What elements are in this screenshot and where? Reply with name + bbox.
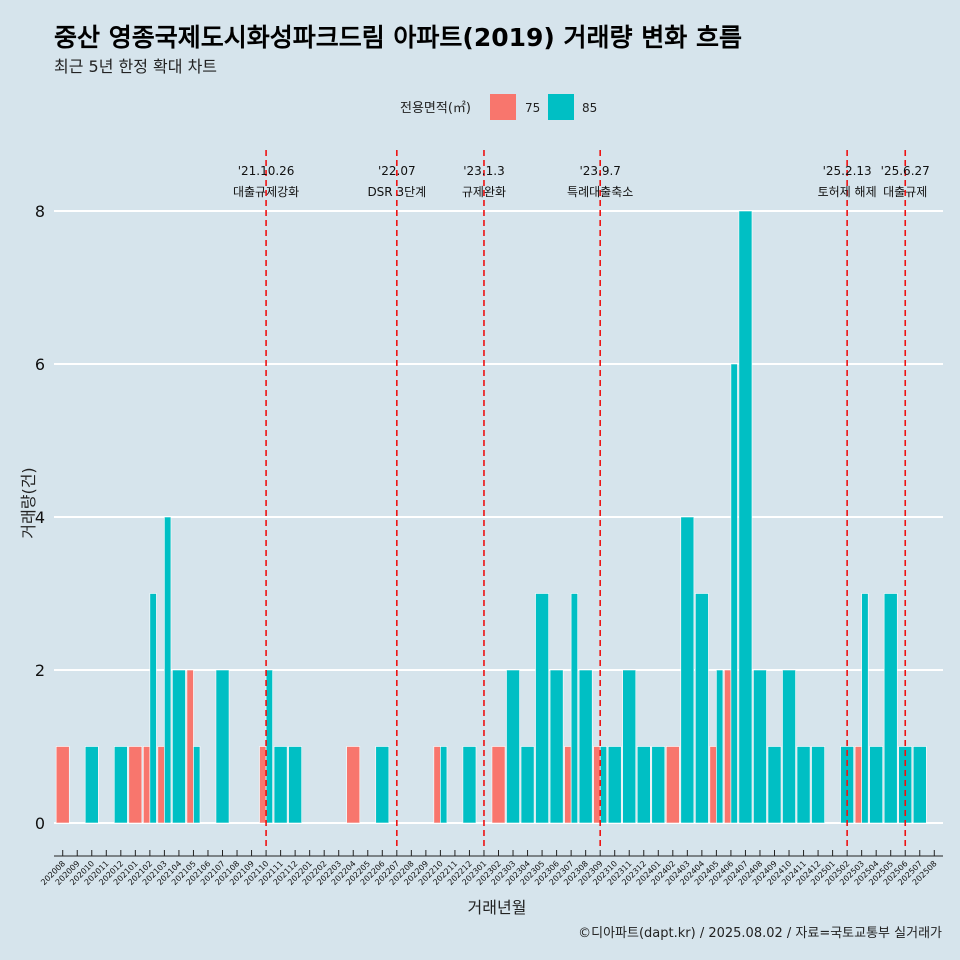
y-axis-label: 거래량(건) — [19, 467, 38, 538]
bar-75 — [157, 746, 165, 824]
bar-85 — [113, 746, 128, 824]
bar-85 — [811, 746, 825, 824]
bar-75 — [346, 746, 361, 824]
y-tick-label: 0 — [35, 814, 45, 833]
event-markers: '21.10.26 대출규제강화 '22.07 DSR 3단계 '23.1.3 규제완화 '… — [233, 150, 930, 850]
legend-label-75: 75 — [525, 101, 540, 115]
legend-title: 전용면적(㎡) — [400, 101, 471, 116]
bar-85 — [375, 746, 390, 824]
event-date: '25.6.27 — [881, 164, 930, 178]
event-label: 대출규제강화 — [233, 185, 299, 199]
event-label: 토허제 해제 — [818, 185, 877, 199]
legend-swatch-85 — [548, 94, 574, 120]
bar-85 — [651, 746, 666, 824]
bar-85 — [636, 746, 651, 824]
y-axis: 0 2 4 6 8 — [35, 202, 45, 833]
bar-85 — [607, 746, 622, 824]
bar-85 — [680, 516, 695, 824]
event-label: 특례대출축소 — [567, 185, 633, 199]
bar-75 — [593, 746, 601, 824]
bar-85 — [695, 593, 709, 824]
bar-75 — [709, 746, 717, 824]
legend-swatch-75 — [490, 94, 516, 120]
bar-75 — [564, 746, 572, 824]
source-caption: ©디아파트(dapt.kr) / 2025.08.02 / 자료=국토교통부 실… — [578, 926, 942, 941]
chart-title: 중산 영종국제도시화성파크드림 아파트(2019) 거래량 변화 흐름 — [54, 23, 742, 52]
bar-85 — [869, 746, 884, 824]
chart-subtitle: 최근 5년 한정 확대 차트 — [54, 57, 218, 76]
bar-75 — [724, 669, 732, 824]
bar-85 — [570, 593, 578, 824]
x-axis: 2020082020092020102020112020122021012021… — [39, 850, 943, 887]
bar-75 — [259, 746, 267, 824]
bar-75 — [186, 669, 194, 824]
bar-75 — [854, 746, 862, 824]
bar-75 — [433, 746, 441, 824]
bar-85 — [622, 669, 637, 824]
x-axis-label: 거래년월 — [468, 898, 527, 917]
bar-85 — [506, 669, 520, 824]
bar-75 — [665, 746, 680, 824]
bar-85 — [164, 516, 172, 824]
bar-85 — [716, 669, 724, 824]
bar-85 — [440, 746, 448, 824]
bar-85 — [84, 746, 99, 824]
bar-85 — [753, 669, 767, 824]
bar-85 — [767, 746, 782, 824]
bar-75 — [143, 746, 151, 824]
event-date: '22.07 — [378, 164, 416, 178]
bar-85 — [883, 593, 898, 824]
y-tick-label: 6 — [35, 355, 45, 374]
bar-85 — [912, 746, 927, 824]
event-label: 규제완화 — [462, 185, 506, 199]
y-tick-label: 2 — [35, 661, 45, 680]
event-label: 대출규제 — [883, 185, 927, 199]
event-date: '23.9.7 — [579, 164, 620, 178]
bar-85 — [193, 746, 201, 824]
bar-85 — [578, 669, 593, 824]
bar-85 — [796, 746, 811, 824]
y-tick-label: 8 — [35, 202, 45, 221]
bar-85 — [215, 669, 230, 824]
event-date: '21.10.26 — [238, 164, 295, 178]
bar-85 — [535, 593, 549, 824]
bar-75 — [491, 746, 506, 824]
bar-75 — [128, 746, 143, 824]
bar-85 — [599, 746, 608, 824]
bar-85 — [861, 593, 869, 824]
event-date: '23.1.3 — [463, 164, 504, 178]
bar-85 — [172, 669, 186, 824]
y-tick-label: 4 — [35, 508, 45, 527]
bar-85 — [288, 746, 302, 824]
bar-85 — [549, 669, 564, 824]
legend: 전용면적(㎡) 75 85 — [400, 94, 597, 120]
event-label: DSR 3단계 — [367, 185, 426, 199]
bar-85 — [462, 746, 477, 824]
bar-85 — [149, 593, 157, 824]
bar-85 — [782, 669, 796, 824]
bar-85 — [730, 363, 738, 824]
bar-85 — [520, 746, 535, 824]
bar-85 — [273, 746, 288, 824]
bar-85 — [265, 669, 273, 824]
bar-85 — [738, 210, 753, 824]
event-date: '25.2.13 — [823, 164, 872, 178]
bar-75 — [55, 746, 70, 824]
legend-label-85: 85 — [582, 101, 597, 115]
